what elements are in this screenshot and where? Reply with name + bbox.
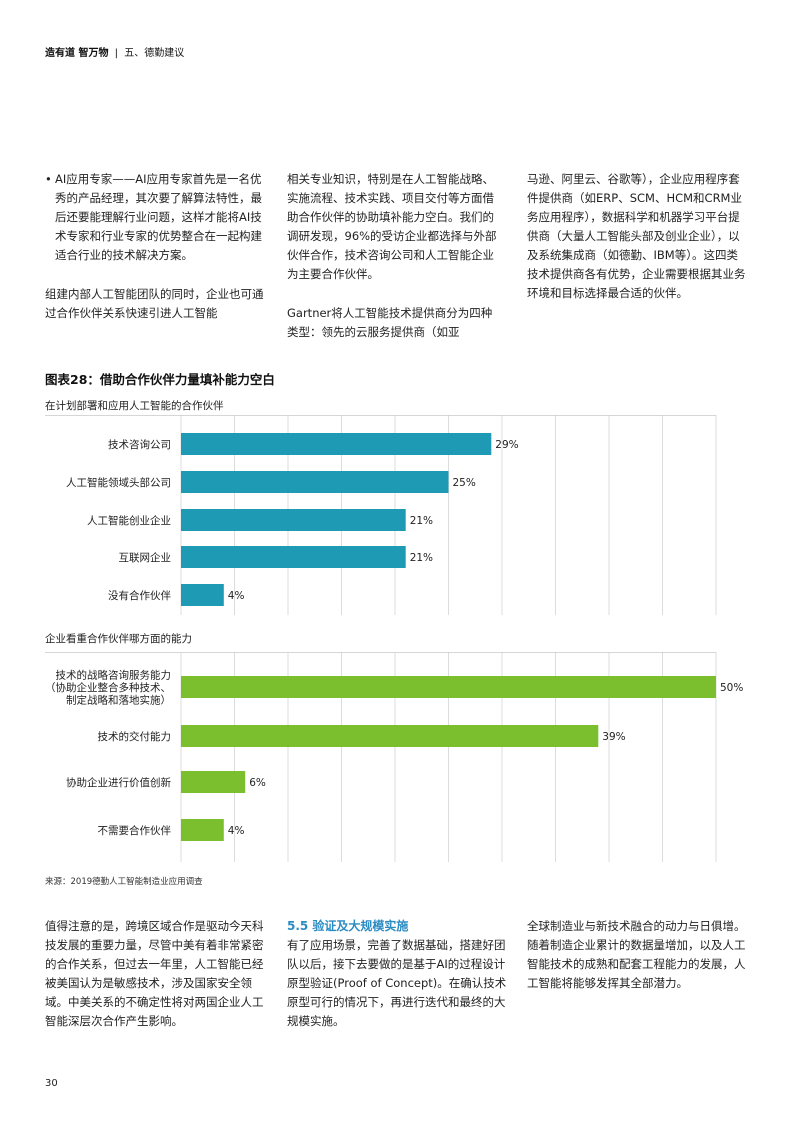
paragraph-conclusion: 全球制造业与新技术融合的动力与日俱增。随着制造企业累计的数据量增加，以及人工智能… — [527, 919, 746, 990]
bar — [181, 471, 449, 493]
value-label: 21% — [410, 515, 433, 527]
chart2-title: 企业看重合作伙伴哪方面的能力 — [45, 633, 192, 645]
value-label: 25% — [453, 477, 476, 489]
chart-partners-svg: 29% 技术咨询公司 25% 人工智能领域头部公司 21% 人工智能创业企业 21% 互联网企… — [45, 415, 717, 615]
bar — [181, 819, 224, 841]
chart-capabilities: 50% 技术的战略咨询服务能力 （协助企业整合多种技术、 制定战略和落地实施） 39% 技… — [0, 652, 793, 862]
value-label: 6% — [249, 777, 266, 789]
bar — [181, 509, 406, 531]
top-column-1: AI应用专家——AI应用专家首先是一名优秀的产品经理，其次要了解算法特性，最后还… — [45, 170, 267, 323]
chart-partners: 29% 技术咨询公司 25% 人工智能领域头部公司 21% 人工智能创业企业 21% 互联网企… — [0, 415, 793, 615]
bar — [181, 725, 599, 747]
section-heading-5-5: 5.5 验证及大规模实施 — [287, 919, 409, 933]
bar — [181, 676, 716, 698]
value-label: 21% — [410, 552, 433, 564]
top-column-2: 相关专业知识，特别是在人工智能战略、实施流程、技术实践、项目交付等方面借助合作伙… — [287, 170, 502, 342]
category-label: 技术咨询公司 — [108, 438, 171, 451]
paragraph-crossborder: 值得注意的是，跨境区域合作是驱动今天科技发展的重要力量，尽管中美有着非常紧密的合… — [45, 919, 264, 1028]
running-header: 造有道 智万物 | 五、德勤建议 — [45, 44, 184, 59]
paragraph-validation: 有了应用场景，完善了数据基础，搭建好团队以后，接下去要做的是基于AI的过程设计原… — [287, 938, 507, 1028]
bottom-column-3: 全球制造业与新技术融合的动力与日俱增。随着制造企业累计的数据量增加，以及人工智能… — [527, 917, 749, 993]
bullet-ai-expert: AI应用专家——AI应用专家首先是一名优秀的产品经理，其次要了解算法特性，最后还… — [45, 170, 267, 265]
page-number: 30 — [45, 1078, 58, 1089]
chart1-title: 在计划部署和应用人工智能的合作伙伴 — [45, 400, 224, 412]
value-label: 39% — [602, 731, 625, 743]
paragraph-providers: 马逊、阿里云、谷歌等），企业应用程序套件提供商（如ERP、SCM、HCM和CRM… — [527, 172, 746, 300]
chart-capabilities-svg: 50% 技术的战略咨询服务能力（协助企业整合多种技术、制定战略和落地实施） 39% 技… — [45, 652, 743, 862]
value-label: 4% — [228, 825, 245, 837]
category-label: （协助企业整合多种技术、 — [45, 681, 171, 694]
value-label: 4% — [228, 590, 245, 602]
category-label: 人工智能创业企业 — [87, 514, 171, 527]
bar — [181, 546, 406, 568]
figure-title: 图表28：借助合作伙伴力量填补能力空白 — [45, 372, 275, 387]
category-label: 互联网企业 — [119, 551, 172, 564]
category-label: 协助企业进行价值创新 — [66, 776, 171, 789]
paragraph-partners: 相关专业知识，特别是在人工智能战略、实施流程、技术实践、项目交付等方面借助合作伙… — [287, 172, 497, 281]
value-label: 50% — [720, 682, 743, 694]
bar — [181, 584, 224, 606]
category-label: 制定战略和落地实施） — [66, 694, 171, 707]
bottom-column-1: 值得注意的是，跨境区域合作是驱动今天科技发展的重要力量，尽管中美有着非常紧密的合… — [45, 917, 267, 1031]
category-label: 没有合作伙伴 — [108, 589, 171, 602]
top-column-3: 马逊、阿里云、谷歌等），企业应用程序套件提供商（如ERP、SCM、HCM和CRM… — [527, 170, 749, 303]
bottom-column-2: 5.5 验证及大规模实施 有了应用场景，完善了数据基础，搭建好团队以后，接下去要… — [287, 917, 509, 1031]
header-section: 五、德勤建议 — [124, 48, 185, 59]
category-label: 人工智能领域头部公司 — [66, 476, 171, 489]
figure-source: 来源：2019德勤人工智能制造业应用调查 — [45, 877, 203, 887]
bar — [181, 433, 492, 455]
value-label: 29% — [495, 439, 518, 451]
paragraph-internal-team: 组建内部人工智能团队的同时，企业也可通过合作伙伴关系快速引进人工智能 — [45, 287, 264, 320]
bar — [181, 771, 246, 793]
paragraph-gartner: Gartner将人工智能技术提供商分为四种类型：领先的云服务提供商（如亚 — [287, 306, 493, 339]
header-separator: | — [114, 48, 119, 59]
header-brand: 造有道 智万物 — [45, 48, 109, 59]
category-label: 技术的交付能力 — [98, 730, 172, 743]
category-label: 不需要合作伙伴 — [98, 824, 172, 837]
category-label: 技术的战略咨询服务能力 — [56, 669, 172, 682]
